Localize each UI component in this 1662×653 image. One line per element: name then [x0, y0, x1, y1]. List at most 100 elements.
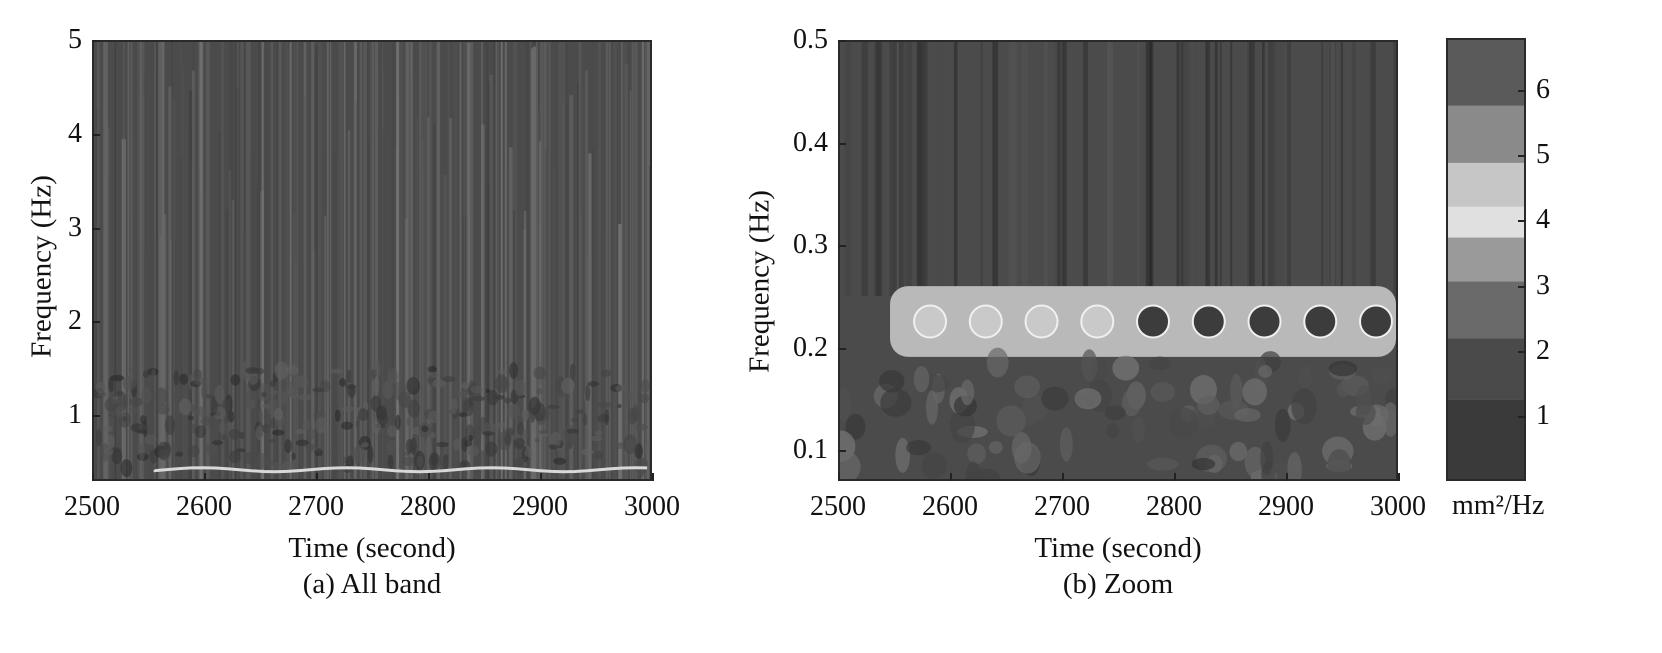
texture-blob [330, 369, 344, 374]
texture-blob [1372, 367, 1393, 385]
texture-blob [570, 366, 577, 383]
x-tick-a-2900: 2900 [512, 491, 568, 522]
texture-blob [427, 371, 439, 379]
streak [242, 233, 245, 479]
texture-blob [1150, 382, 1175, 402]
streak [129, 214, 132, 479]
x-tick-a-2700: 2700 [288, 491, 344, 522]
colorbar-tick-mark-6 [1518, 90, 1526, 93]
x-tick-a-mark-3000 [652, 473, 654, 481]
texture-blob [129, 397, 144, 407]
texture-blob [95, 428, 102, 447]
texture-blob [108, 376, 114, 393]
streak [443, 175, 447, 479]
y-tick-b-mark-0.1 [838, 450, 846, 453]
streak [500, 42, 503, 479]
streak [1217, 42, 1221, 297]
texture-blob [582, 413, 588, 426]
texture-blob [151, 368, 156, 380]
texture-blob [481, 422, 494, 432]
streak [218, 132, 221, 479]
streak [246, 42, 251, 479]
texture-blob [536, 388, 543, 395]
x-tick-b-2800: 2800 [1146, 491, 1202, 522]
streak [163, 214, 167, 479]
streak [179, 157, 183, 479]
x-tick-a-mark-2600 [204, 473, 206, 481]
texture-blob [880, 388, 912, 417]
streak [344, 42, 348, 479]
texture-blob [906, 439, 932, 456]
streak [566, 42, 568, 479]
streak [861, 42, 868, 297]
texture-blob [1291, 388, 1317, 425]
colorbar-segment [1448, 338, 1524, 400]
texture-blob [585, 384, 591, 402]
texture-blob [432, 379, 445, 389]
texture-blob [367, 445, 374, 464]
texture-blob [1022, 413, 1037, 427]
colorbar-tick-mark-2 [1518, 350, 1526, 353]
streak [543, 42, 548, 479]
streak [647, 42, 650, 479]
streak [154, 42, 157, 479]
texture-blob [95, 381, 106, 394]
texture-blob [211, 440, 224, 446]
streak [423, 42, 428, 479]
texture-blob [553, 457, 567, 465]
texture-blob [327, 446, 333, 459]
streak [418, 42, 423, 479]
streak [624, 64, 629, 479]
texture-blob [365, 369, 376, 382]
x-tick-a-3000: 3000 [624, 491, 680, 522]
streak [1385, 42, 1391, 297]
streak [618, 224, 622, 479]
texture-blob [406, 417, 412, 426]
texture-blob [370, 395, 382, 412]
texture-blob [268, 439, 277, 444]
y-tick-a-mark-4 [92, 133, 100, 136]
texture-blob [1011, 432, 1032, 464]
caption-b: (b) Zoom [1062, 568, 1174, 600]
texture-blob [138, 443, 145, 461]
texture-blob [347, 384, 356, 398]
band-blob [1024, 304, 1059, 339]
streak [1044, 42, 1048, 297]
streak [104, 42, 109, 479]
streak [152, 77, 156, 479]
texture-blob [285, 381, 299, 397]
texture-blob [627, 407, 637, 425]
x-axis-label-a: Time (second) [288, 532, 456, 564]
texture-blob [913, 366, 930, 393]
streak [532, 46, 537, 479]
texture-blob [498, 369, 508, 375]
texture-blob [534, 438, 541, 443]
texture-blob [533, 402, 546, 422]
x-tick-a-mark-2900 [540, 473, 542, 481]
streak [127, 42, 130, 479]
streak [324, 215, 327, 479]
streak [318, 42, 322, 479]
streak [114, 42, 117, 479]
x-tick-b-2700: 2700 [1034, 491, 1090, 522]
texture-blob [157, 404, 170, 415]
texture-blob [1356, 385, 1372, 416]
texture-blob [624, 393, 634, 402]
y-axis-label-a: Frequency (Hz) [25, 175, 58, 358]
streak [347, 130, 351, 479]
texture-blob [1327, 448, 1352, 479]
colorbar-gradient [1448, 40, 1524, 479]
streak [577, 81, 581, 479]
streak [239, 42, 242, 479]
texture-blob [387, 454, 394, 470]
band-blob [968, 304, 1003, 339]
texture-blob [475, 450, 489, 469]
streak [481, 124, 485, 479]
streak [241, 42, 243, 479]
colorbar-label: mm²/Hz [1452, 490, 1545, 521]
colorbar-segment [1448, 206, 1524, 238]
texture-blob [1336, 381, 1351, 397]
streak [252, 83, 255, 479]
streak [539, 42, 543, 479]
streak [1057, 42, 1061, 297]
